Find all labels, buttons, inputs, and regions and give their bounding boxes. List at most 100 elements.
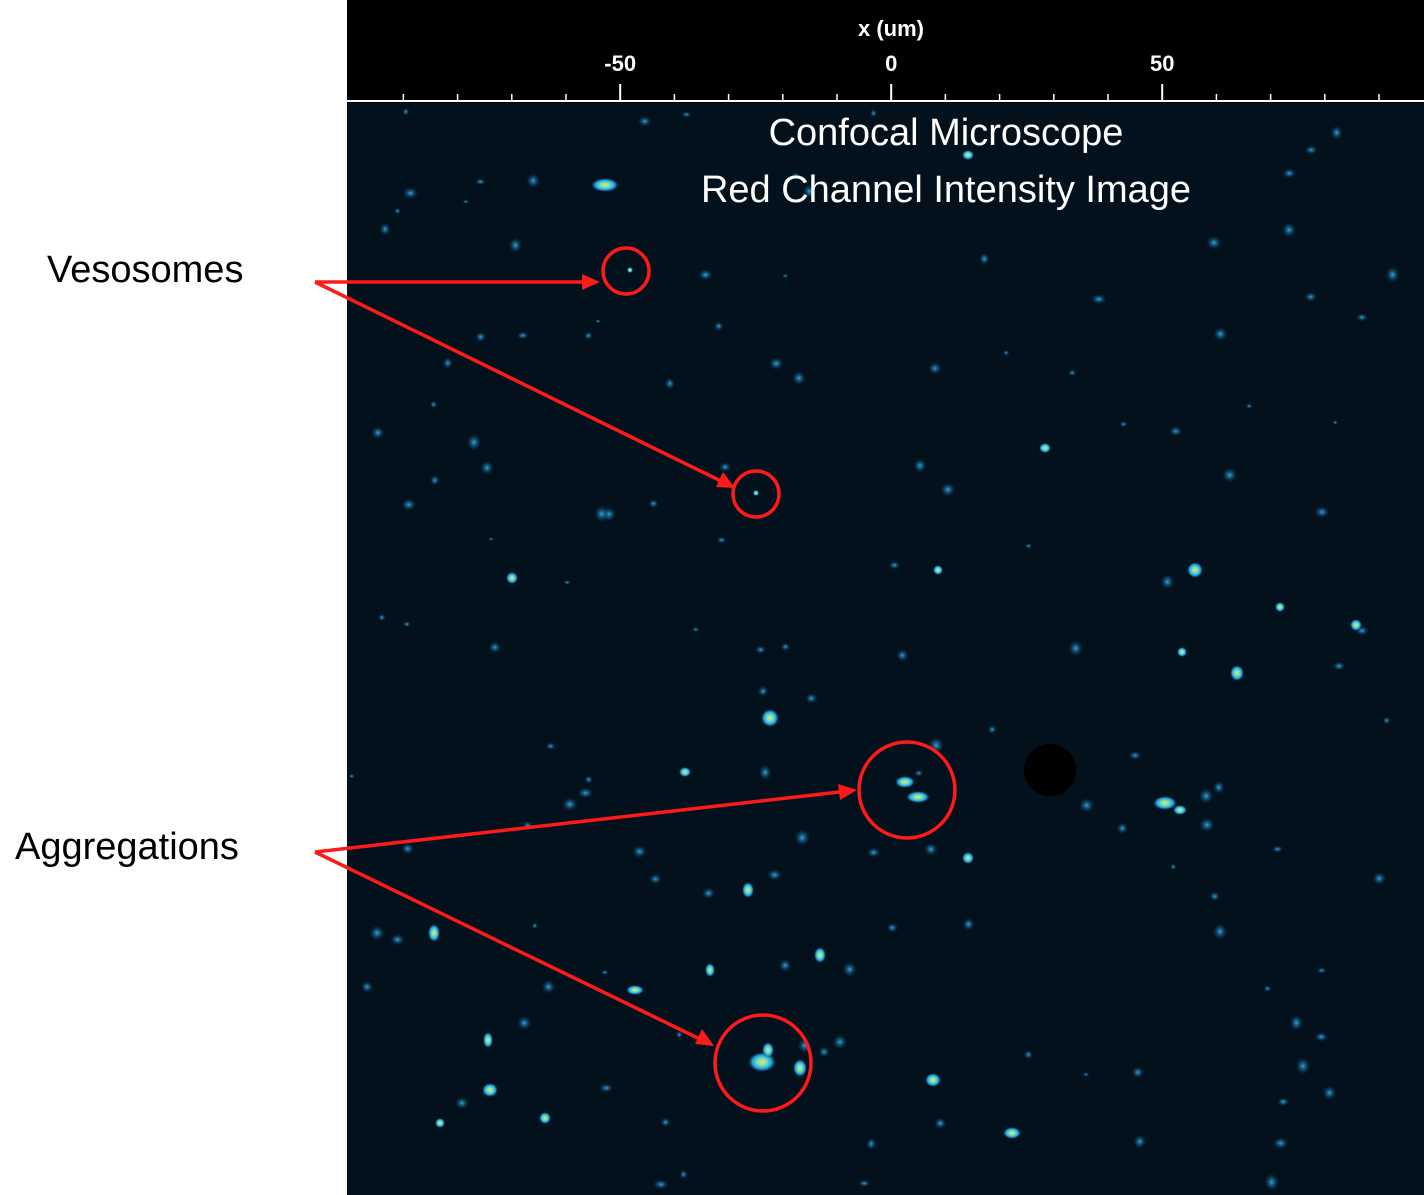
spot (761, 709, 779, 727)
spot (517, 331, 529, 339)
spot (649, 874, 662, 884)
image-subtitle: Red Channel Intensity Image (701, 169, 1191, 211)
spot (482, 1083, 498, 1097)
spot (1330, 126, 1342, 140)
spot (793, 1059, 807, 1077)
spot (714, 321, 724, 330)
annotation-label: Aggregations (15, 826, 239, 868)
spot (601, 970, 609, 975)
spot (906, 791, 930, 803)
spot (719, 462, 731, 472)
spot (698, 269, 712, 280)
spot (402, 108, 409, 116)
spot (1282, 222, 1296, 237)
spot (866, 1138, 876, 1150)
spot (962, 852, 974, 864)
spot (369, 925, 385, 940)
spot (692, 627, 699, 632)
spot (480, 461, 494, 475)
spot (679, 767, 691, 777)
spot (443, 357, 453, 369)
spot (475, 332, 486, 343)
spot (591, 178, 619, 192)
spot (979, 253, 990, 265)
spot (1356, 313, 1368, 321)
spot (753, 490, 759, 496)
spot (1322, 1086, 1336, 1100)
spot (1213, 923, 1227, 940)
tick-label: -50 (604, 51, 636, 76)
tick-label: 0 (885, 51, 897, 76)
spot (832, 1035, 847, 1050)
spot (1091, 294, 1106, 304)
spot (632, 845, 647, 858)
spot (779, 959, 792, 972)
spot (1169, 426, 1182, 436)
spot (1068, 640, 1083, 656)
spot (1222, 467, 1237, 482)
spot (928, 362, 941, 374)
spot (1120, 421, 1128, 427)
spot (1025, 543, 1032, 549)
spot (1079, 798, 1094, 812)
spot (896, 649, 908, 662)
spot (1170, 863, 1177, 870)
spot (895, 776, 915, 788)
tick-label: 50 (1150, 51, 1174, 76)
spot (532, 922, 538, 929)
spot (394, 208, 401, 214)
spot (627, 267, 633, 273)
spot (594, 505, 609, 522)
spot (526, 173, 540, 188)
dark-spot (1024, 744, 1076, 796)
spot (1295, 1058, 1310, 1075)
spot (1161, 574, 1175, 589)
spot (1273, 1137, 1288, 1149)
spot (584, 775, 593, 783)
spot (867, 848, 880, 858)
spot (403, 187, 419, 199)
spot (562, 797, 578, 811)
spot (1177, 647, 1187, 657)
spot (717, 537, 727, 544)
spot (435, 1118, 445, 1128)
spot (1317, 967, 1327, 973)
figure: -50050 x (um) Confocal Microscope Red Ch… (0, 0, 1424, 1195)
spot (1024, 1050, 1033, 1059)
spot (653, 1180, 669, 1190)
spot (934, 1118, 946, 1129)
spot (378, 614, 386, 621)
spot (517, 1016, 532, 1031)
spot (626, 985, 644, 995)
spot (1133, 1135, 1146, 1149)
spot (1333, 662, 1346, 671)
spot (792, 371, 806, 385)
spot (681, 111, 691, 117)
spot (455, 1097, 469, 1110)
spot (762, 1042, 774, 1058)
spot (794, 829, 810, 846)
spot (1068, 369, 1076, 376)
spot (1082, 1072, 1089, 1077)
spot (380, 223, 391, 236)
spot (403, 621, 411, 627)
spot (1230, 665, 1244, 681)
spot (843, 962, 857, 978)
spot (483, 1032, 493, 1048)
spot (489, 641, 501, 653)
spot (599, 1083, 613, 1092)
spot (1283, 168, 1296, 178)
spot (1275, 602, 1285, 612)
spot (782, 274, 789, 278)
spot (1199, 817, 1215, 832)
spot (758, 686, 769, 697)
spot (462, 200, 469, 204)
spot (390, 934, 405, 946)
spot (542, 980, 556, 994)
spot (1187, 562, 1203, 578)
spot (564, 580, 571, 585)
spot (506, 572, 518, 584)
spot (371, 426, 385, 438)
spot (705, 963, 715, 977)
spot (1209, 892, 1220, 902)
